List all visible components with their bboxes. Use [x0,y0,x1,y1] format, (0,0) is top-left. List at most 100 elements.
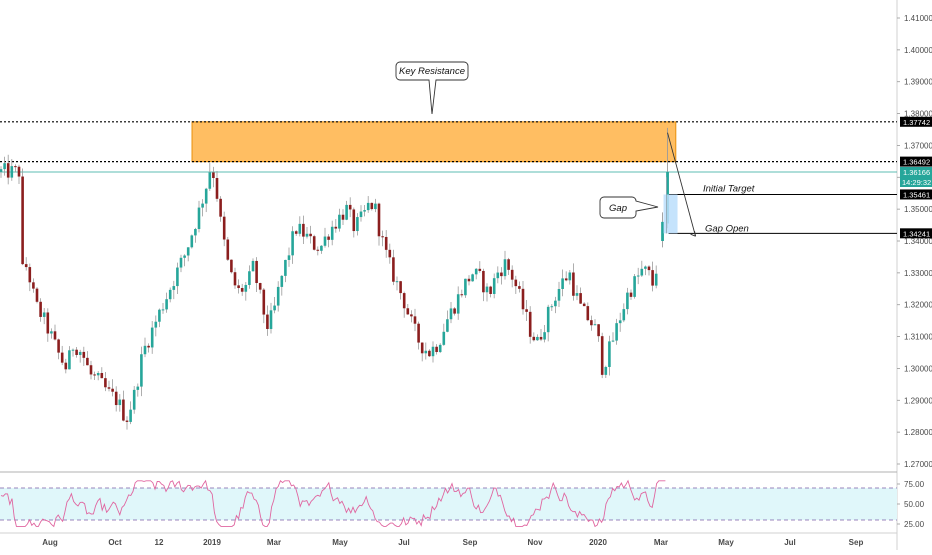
candle-85[interactable] [305,233,309,237]
candle-154[interactable] [554,300,557,307]
candle-55[interactable] [197,207,201,229]
candle-159[interactable] [572,272,575,296]
candle-6[interactable] [21,176,24,265]
candle-39[interactable] [140,354,143,387]
candle-180[interactable] [647,266,651,271]
candle-0[interactable] [0,169,3,172]
candle-173[interactable] [622,309,626,321]
candle-103[interactable] [370,202,374,210]
level-tag-3[interactable]: 1.35461 [900,189,932,200]
candle-106[interactable] [381,236,384,238]
candle-116[interactable] [417,323,420,343]
candle-46[interactable] [165,299,168,310]
candle-100[interactable] [359,211,363,218]
candle-45[interactable] [161,309,165,311]
candle-161[interactable] [579,293,582,304]
candle-163[interactable] [586,306,590,321]
candle-4[interactable] [14,166,17,168]
candle-110[interactable] [395,281,399,283]
candle-170[interactable] [611,340,615,342]
candle-82[interactable] [294,231,298,234]
candle-70[interactable] [251,260,255,272]
candle-58[interactable] [208,172,212,189]
candle-48[interactable] [172,286,176,290]
candle-150[interactable] [539,336,543,340]
candle-79[interactable] [284,259,287,276]
candle-22[interactable] [78,351,82,355]
candle-5[interactable] [17,166,21,177]
candle-153[interactable] [550,306,554,308]
candle-121[interactable] [435,346,438,353]
candle-147[interactable] [528,311,532,337]
candle-169[interactable] [608,341,611,367]
candle-80[interactable] [287,255,291,260]
candle-155[interactable] [557,288,561,301]
candle-66[interactable] [237,285,240,289]
candle-174[interactable] [626,292,629,310]
candle-130[interactable] [467,278,471,282]
candle-160[interactable] [575,293,579,296]
candle-37[interactable] [132,389,136,410]
candle-148[interactable] [532,336,536,341]
candle-145[interactable] [521,288,525,310]
candle-51[interactable] [183,255,186,258]
candle-28[interactable] [100,373,104,379]
candle-2[interactable] [6,163,10,178]
candle-87[interactable] [312,236,316,250]
candle-21[interactable] [75,349,78,355]
candle-84[interactable] [302,223,305,237]
candle-134[interactable] [482,270,485,293]
candle-81[interactable] [291,231,294,256]
level-tag-4[interactable]: 1.34241 [900,228,932,239]
candle-114[interactable] [410,314,413,317]
candle-64[interactable] [230,259,233,273]
candle-97[interactable] [348,204,352,210]
candle-36[interactable] [129,409,132,422]
candle-last-0[interactable] [661,221,664,241]
candle-35[interactable] [125,420,129,422]
candle-59[interactable] [212,172,215,178]
candle-102[interactable] [366,202,370,211]
candle-124[interactable] [446,319,449,332]
candle-108[interactable] [388,249,392,258]
candle-156[interactable] [561,278,564,289]
candle-78[interactable] [280,275,284,287]
candle-75[interactable] [269,310,273,329]
candle-143[interactable] [514,279,518,287]
candle-181[interactable] [651,270,654,286]
candle-42[interactable] [150,327,154,348]
candle-68[interactable] [244,284,248,292]
candle-136[interactable] [489,286,492,294]
candle-175[interactable] [629,292,633,297]
candle-17[interactable] [60,352,64,363]
candle-54[interactable] [194,228,197,236]
candle-117[interactable] [420,342,424,354]
candle-182[interactable] [654,273,658,286]
candle-98[interactable] [352,209,356,232]
resistance-zone[interactable] [191,121,677,163]
candle-57[interactable] [204,188,208,204]
candle-71[interactable] [255,260,258,284]
candle-76[interactable] [273,305,276,311]
candle-31[interactable] [111,388,114,392]
candle-123[interactable] [442,331,446,345]
candle-133[interactable] [478,268,482,271]
candle-91[interactable] [327,236,330,240]
candle-50[interactable] [179,257,183,268]
candle-34[interactable] [122,399,125,421]
candle-74[interactable] [266,314,269,329]
candle-52[interactable] [186,247,190,256]
candle-101[interactable] [363,210,366,212]
candle-178[interactable] [640,268,644,276]
candle-15[interactable] [53,331,57,340]
candle-157[interactable] [564,278,568,281]
candle-18[interactable] [64,362,68,370]
candle-63[interactable] [226,239,230,260]
candle-9[interactable] [32,282,35,289]
candle-11[interactable] [39,301,42,317]
candle-33[interactable] [118,399,122,406]
candle-137[interactable] [492,278,496,294]
candle-20[interactable] [71,349,75,351]
candle-88[interactable] [316,249,320,251]
